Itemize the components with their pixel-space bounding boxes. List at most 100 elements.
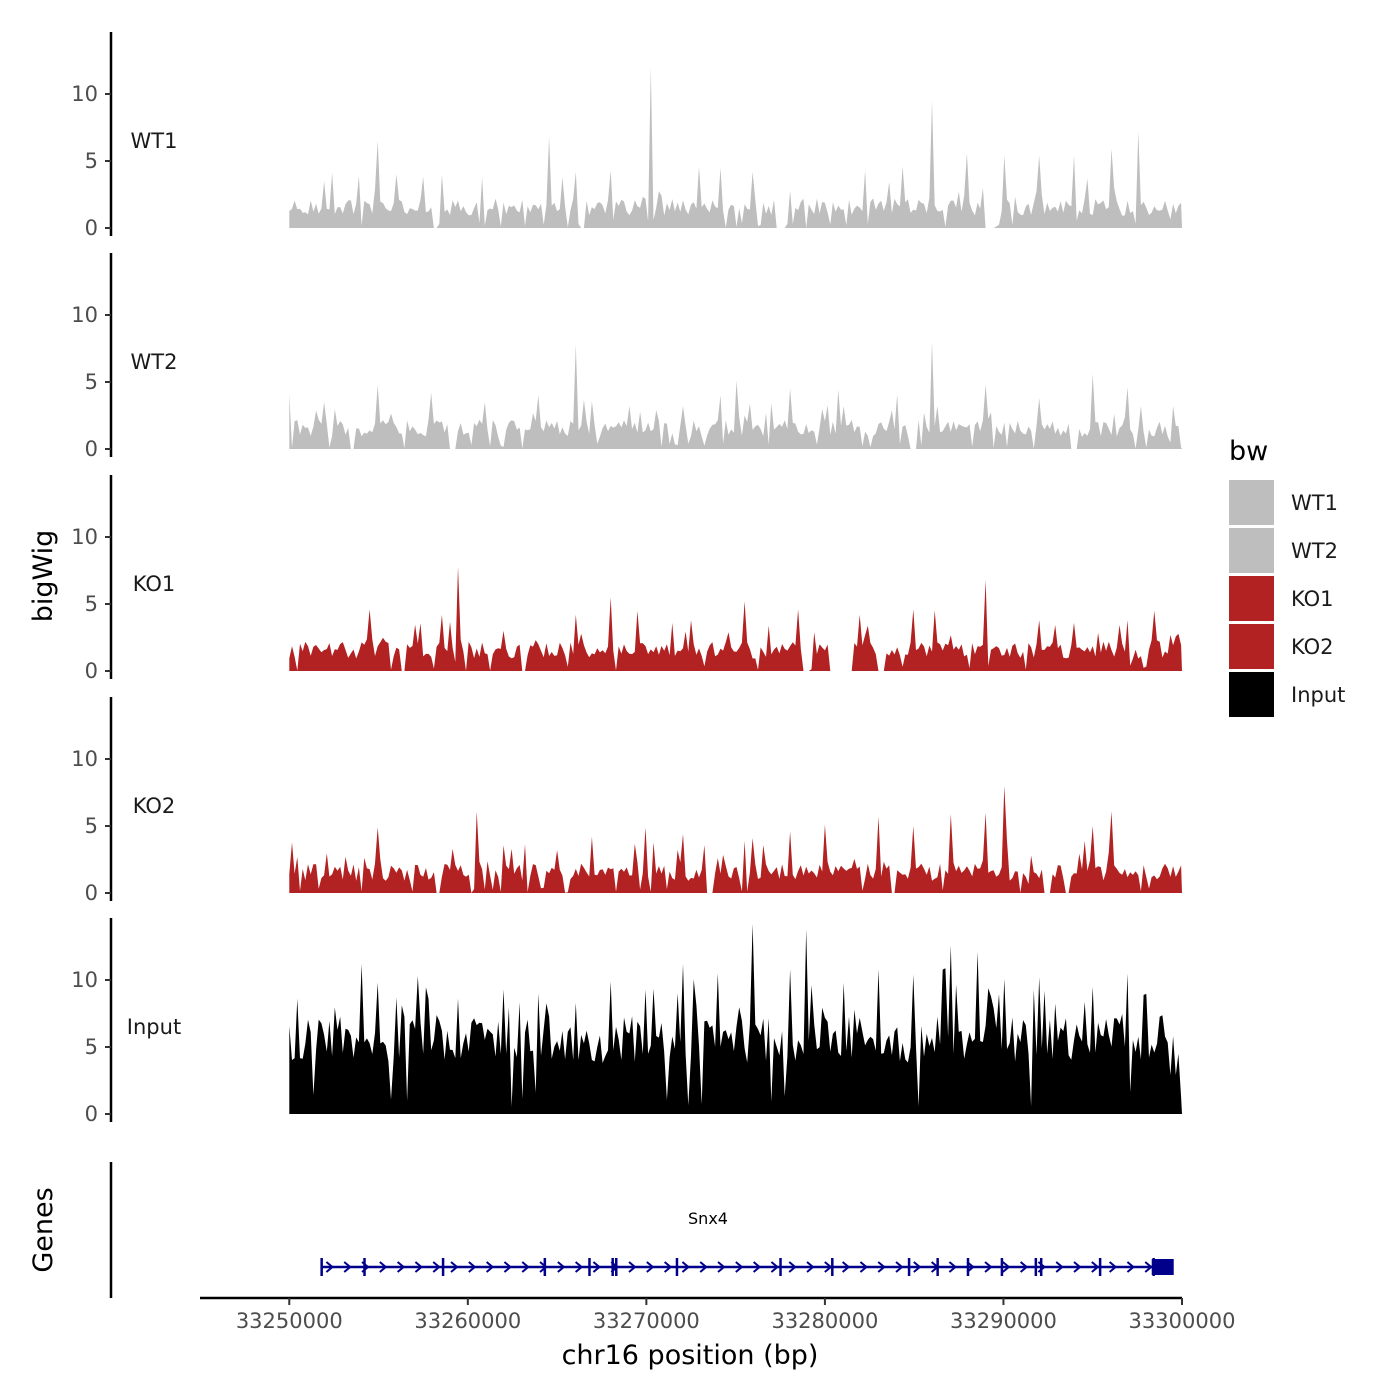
track-wt1: 0 5 10 WT1 [71, 32, 1182, 240]
strand-arrow [877, 1261, 886, 1273]
gene-track: Snx4 [320, 1209, 1174, 1276]
track-ko2: 0 5 10 KO2 [71, 697, 1182, 905]
strand-arrow [788, 1261, 797, 1273]
signal-area-input [289, 923, 1182, 1114]
legend-swatch [1229, 576, 1274, 621]
exon-block [1151, 1259, 1174, 1275]
y-tick-label: 5 [85, 149, 98, 173]
gene-panel-title: Genes [28, 1187, 59, 1272]
y-tick-label: 0 [85, 1102, 98, 1126]
y-tick-label: 0 [85, 659, 98, 683]
strand-arrow [841, 1261, 851, 1273]
legend-label: KO2 [1291, 635, 1334, 659]
x-tick-label: 33280000 [771, 1309, 878, 1333]
signal-tracks: 0 5 10 WT1 0 5 10 WT2 0 5 10 KO1 0 5 10 KO2 0 5 10 Input [71, 32, 1182, 1126]
x-tick-label: 33270000 [593, 1309, 700, 1333]
exon-block [907, 1258, 911, 1276]
legend: bw WT1 WT2 KO1 KO2 Input [1229, 436, 1345, 717]
exon-block [363, 1258, 366, 1276]
legend-label: WT1 [1291, 491, 1338, 515]
strand-arrow [574, 1261, 584, 1273]
y-tick-label: 0 [85, 881, 98, 905]
strand-arrow [628, 1261, 637, 1273]
legend-label: WT2 [1291, 539, 1338, 563]
strand-arrow [699, 1261, 708, 1273]
y-tick-label: 0 [85, 216, 98, 240]
exon-block [966, 1258, 970, 1276]
legend-label: KO1 [1291, 587, 1334, 611]
legend-swatch [1229, 528, 1274, 573]
x-tick-label: 33260000 [414, 1309, 521, 1333]
track-label: KO1 [133, 572, 176, 596]
legend-title: bw [1229, 436, 1268, 467]
legend-item-ko1: KO1 [1229, 576, 1334, 621]
strand-arrow [503, 1261, 512, 1273]
strand-arrow [1002, 1261, 1011, 1273]
strand-arrow [325, 1261, 334, 1273]
strand-arrow [557, 1261, 566, 1273]
strand-arrow [1055, 1261, 1064, 1273]
y-tick-label: 5 [85, 814, 98, 838]
exon-block [588, 1258, 591, 1276]
y-axis-title: bigWig [28, 530, 59, 623]
strand-arrow [859, 1261, 868, 1273]
strand-arrow [646, 1261, 655, 1273]
strand-arrow [984, 1261, 993, 1273]
signal-area-wt2 [289, 341, 1182, 449]
strand-arrow [806, 1261, 815, 1273]
exon-block [320, 1258, 323, 1276]
exon-block [779, 1258, 782, 1276]
strand-arrow [1144, 1261, 1153, 1273]
strand-arrow [450, 1261, 459, 1273]
x-axis: 33250000 33260000 33270000 33280000 33290000… [200, 1296, 1236, 1371]
y-tick-label: 10 [71, 968, 98, 992]
gene-panel: Genes Snx4 [28, 1162, 1174, 1298]
strand-arrow [824, 1261, 833, 1273]
exon-block [675, 1258, 679, 1276]
strand-arrow [770, 1261, 779, 1273]
legend-swatch [1229, 624, 1274, 669]
strand-arrow [343, 1261, 352, 1273]
y-tick-label: 5 [85, 1035, 98, 1059]
track-label: KO2 [133, 794, 176, 818]
x-tick-label: 33250000 [236, 1309, 343, 1333]
strand-arrow [1019, 1261, 1029, 1273]
strand-arrow [432, 1261, 441, 1273]
y-tick-label: 10 [71, 747, 98, 771]
y-tick-label: 0 [85, 437, 98, 461]
exon-block [1000, 1258, 1004, 1276]
strand-arrow [752, 1261, 762, 1273]
exon-block [831, 1258, 834, 1276]
gene-name-label: Snx4 [688, 1209, 728, 1228]
legend-item-ko2: KO2 [1229, 624, 1334, 669]
exon-block [1098, 1258, 1102, 1276]
x-axis-title: chr16 position (bp) [562, 1340, 819, 1371]
y-tick-label: 5 [85, 592, 98, 616]
strand-arrow [895, 1261, 904, 1273]
x-tick-label: 33300000 [1129, 1309, 1236, 1333]
strand-arrow [717, 1261, 726, 1273]
y-tick-label: 10 [71, 82, 98, 106]
exon-block [611, 1258, 614, 1276]
strand-arrow [1108, 1261, 1118, 1273]
y-tick-label: 5 [85, 370, 98, 394]
track-wt2: 0 5 10 WT2 [71, 253, 1182, 461]
legend-swatch [1229, 672, 1274, 717]
y-tick-label: 10 [71, 525, 98, 549]
track-label: WT1 [131, 129, 178, 153]
legend-items: WT1 WT2 KO1 KO2 Input [1229, 480, 1345, 717]
x-ticks: 33250000 33260000 33270000 33280000 33290000… [236, 1298, 1236, 1333]
strand-arrow [396, 1261, 406, 1273]
track-label: Input [127, 1015, 181, 1039]
signal-area-ko2 [289, 785, 1182, 893]
strand-arrow [379, 1261, 388, 1273]
track-label: WT2 [131, 350, 178, 374]
x-tick-label: 33290000 [950, 1309, 1057, 1333]
exon-block [936, 1258, 939, 1276]
legend-item-wt2: WT2 [1229, 528, 1338, 573]
legend-swatch [1229, 480, 1274, 525]
strand-arrow [735, 1261, 744, 1273]
legend-item-wt1: WT1 [1229, 480, 1338, 525]
exon-block [543, 1258, 547, 1276]
